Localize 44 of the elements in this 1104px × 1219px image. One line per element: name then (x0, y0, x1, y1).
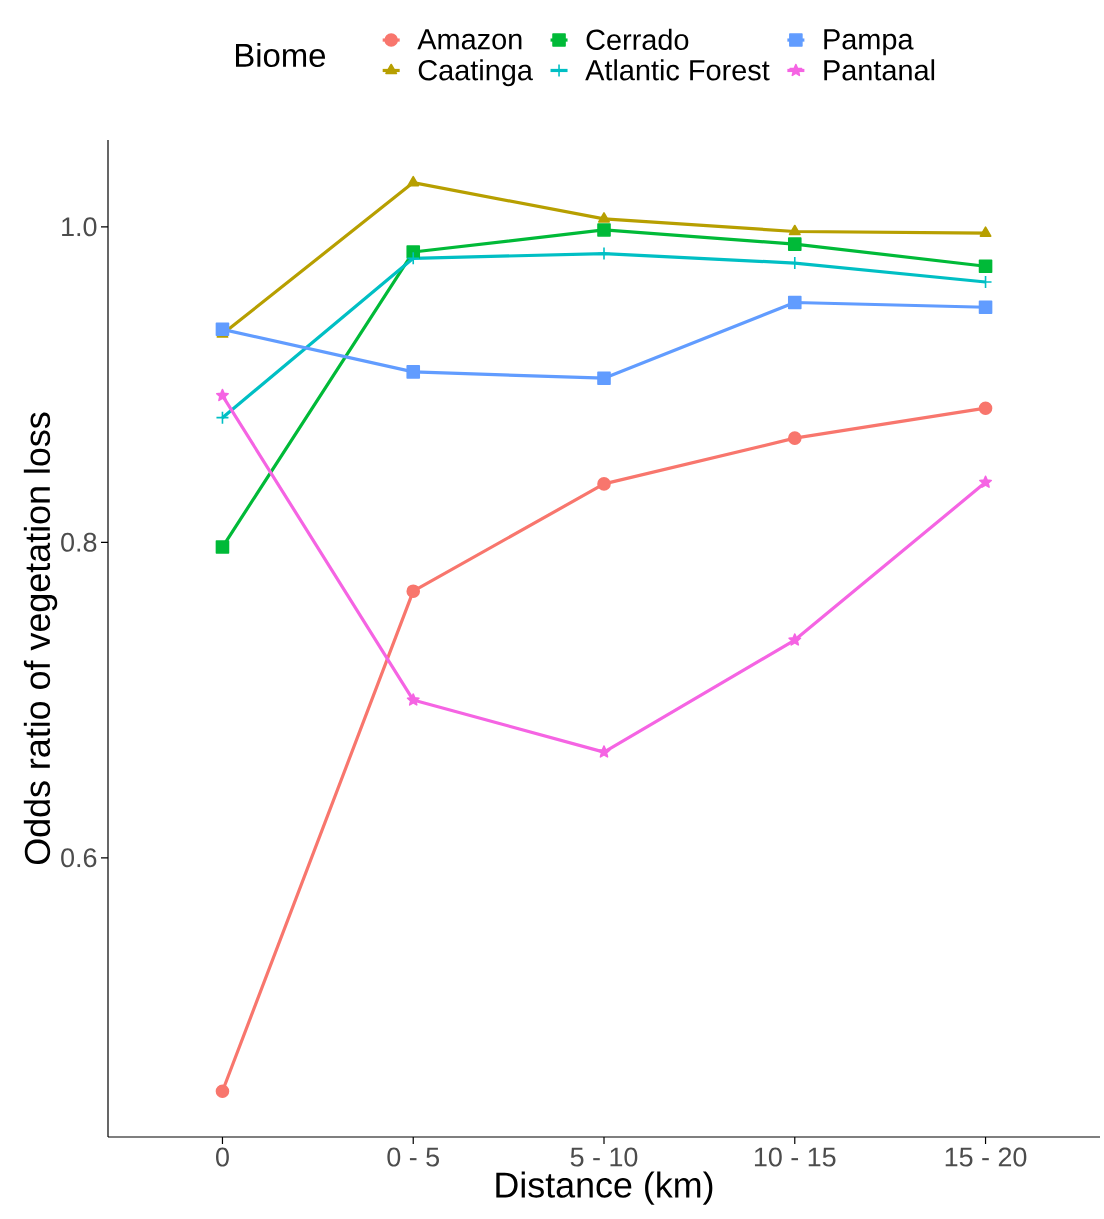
point (597, 477, 611, 491)
point (215, 388, 229, 402)
point (788, 224, 801, 236)
point (787, 237, 802, 251)
x-tick-label: 15 - 20 (945, 1147, 1027, 1167)
legend-label: Pampa (824, 29, 914, 56)
point (406, 365, 421, 379)
legend-label: Amazon (417, 29, 522, 50)
point (406, 245, 421, 259)
legend-label: Atlantic Forest (585, 59, 770, 81)
point (978, 401, 993, 415)
point (788, 633, 802, 646)
point (406, 251, 421, 266)
y-axis-title: Odds ratio of vegetation loss (23, 412, 58, 865)
point (787, 431, 802, 445)
point (597, 223, 611, 237)
point (978, 275, 993, 289)
x-tick-label: 0 - 5 (387, 1147, 439, 1167)
point (978, 300, 993, 315)
point (979, 226, 992, 237)
legend-label: Pantanal (824, 59, 935, 81)
legend-label: Cerrado (586, 28, 689, 51)
y-tick-label: 0.6 (61, 848, 97, 868)
y-tick-label: 0.8 (61, 532, 97, 552)
point (215, 1084, 230, 1099)
point (597, 371, 611, 386)
point (978, 259, 993, 274)
point (598, 212, 610, 223)
y-tick-label: 1.0 (62, 217, 97, 237)
x-axis-title: Distance (km) (496, 1171, 713, 1205)
point (407, 175, 420, 187)
x-tick-label: 0 (216, 1147, 229, 1167)
legend-title: Biome (236, 42, 326, 68)
point (979, 475, 993, 488)
x-tick-label: 5 - 10 (570, 1147, 638, 1167)
point (215, 322, 230, 337)
point (406, 584, 421, 598)
point (787, 295, 802, 310)
point (597, 745, 611, 758)
point (215, 540, 230, 554)
point (215, 410, 230, 425)
point (406, 693, 420, 706)
x-tick-label: 10 - 15 (754, 1147, 836, 1167)
legend-label: Caatinga (418, 59, 533, 87)
